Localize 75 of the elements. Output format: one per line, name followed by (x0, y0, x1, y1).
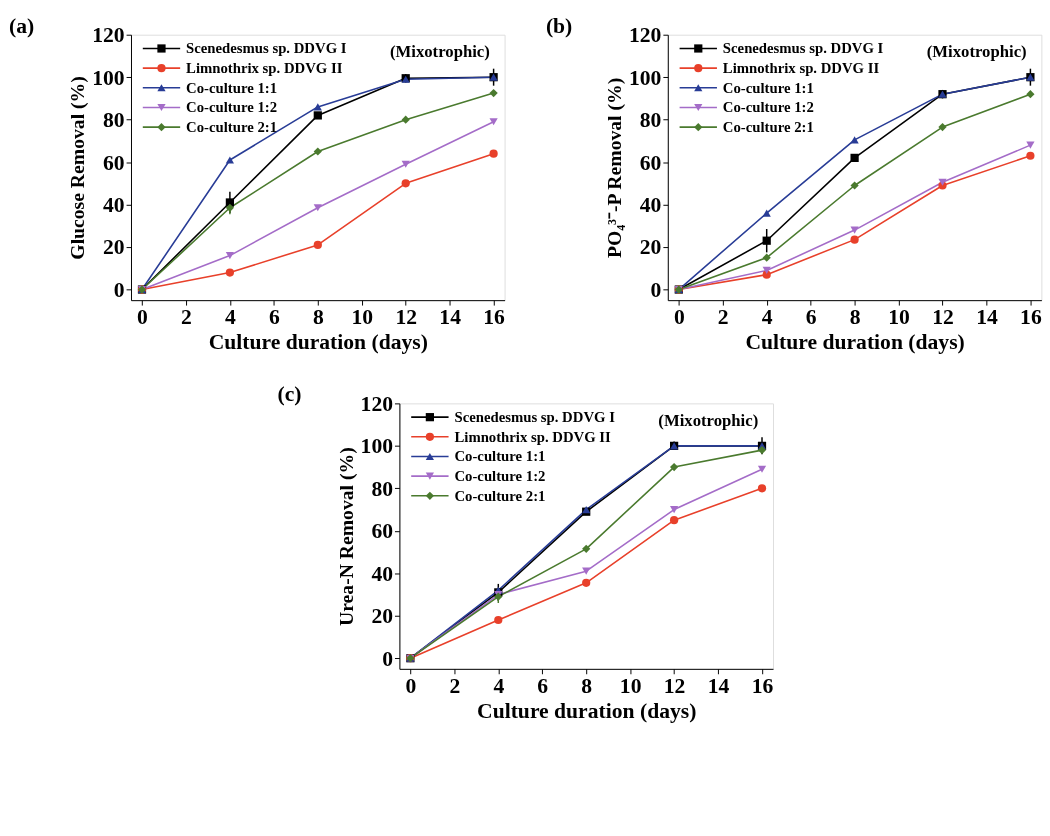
y-tick-label: 60 (639, 150, 662, 175)
legend-label: Co-culture 2:1 (454, 487, 546, 504)
y-tick-label: 60 (371, 519, 394, 544)
x-tick-label: 10 (351, 305, 374, 330)
x-tick-label: 2 (181, 305, 192, 330)
x-tick-label: 4 (761, 305, 773, 330)
y-tick-label: 80 (103, 108, 125, 133)
legend-label: Co-culture 1:2 (722, 99, 814, 116)
y-axis-title: PO₄³⁻-P Removal (%) (603, 77, 627, 259)
legend-label: Limnothrix sp. DDVG II (722, 60, 880, 77)
y-tick-label: 60 (103, 150, 125, 175)
x-axis-title: Culture duration (days) (208, 329, 428, 354)
x-tick-label: 14 (707, 673, 730, 698)
x-tick-label: 0 (673, 305, 685, 330)
y-tick-label: 20 (103, 235, 125, 260)
y-tick-label: 120 (360, 391, 394, 416)
y-tick-label: 40 (371, 561, 394, 586)
legend-label: Co-culture 1:1 (722, 79, 814, 96)
legend-label: Co-culture 1:1 (454, 448, 546, 465)
y-tick-label: 40 (103, 192, 125, 217)
x-tick-label: 14 (976, 305, 998, 330)
y-tick-label: 0 (113, 277, 125, 302)
y-tick-label: 100 (92, 65, 125, 90)
y-tick-label: 120 (628, 23, 662, 48)
x-tick-label: 0 (137, 305, 148, 330)
chart-title: (b) (545, 13, 573, 38)
y-tick-label: 20 (371, 604, 394, 629)
x-tick-label: 16 (751, 673, 774, 698)
annotation: (Mixotrophic) (389, 42, 490, 62)
x-tick-label: 10 (619, 673, 642, 698)
y-axis-title: Urea-N Removal (%) (334, 447, 358, 626)
x-axis-title: Culture duration (days) (745, 329, 965, 354)
y-axis-title: Glucose Removal (%) (66, 76, 90, 260)
x-tick-label: 6 (268, 305, 280, 330)
x-tick-label: 2 (717, 305, 729, 330)
x-tick-label: 4 (224, 305, 236, 330)
legend-label: Scenedesmus sp. DDVG I (722, 40, 884, 57)
x-tick-label: 6 (805, 305, 817, 330)
chart-title: (c) (277, 382, 302, 407)
annotation: (Mixotrophic) (926, 42, 1027, 62)
x-tick-label: 0 (405, 673, 417, 698)
x-tick-label: 6 (537, 673, 549, 698)
y-tick-label: 80 (371, 476, 394, 501)
x-tick-label: 4 (493, 673, 505, 698)
x-tick-label: 10 (888, 305, 910, 330)
legend-label: Limnothrix sp. DDVG II (454, 428, 612, 445)
y-tick-label: 0 (382, 646, 394, 671)
legend-label: Scenedesmus sp. DDVG I (186, 40, 347, 57)
chart-title: (a) (9, 13, 35, 38)
y-tick-label: 40 (639, 192, 662, 217)
x-tick-label: 12 (663, 673, 686, 698)
y-tick-label: 100 (360, 434, 394, 459)
x-tick-label: 14 (439, 305, 462, 330)
annotation: (Mixotrophic) (658, 411, 759, 431)
y-tick-label: 100 (628, 65, 662, 90)
x-axis-title: Culture duration (days) (477, 698, 697, 723)
x-tick-label: 12 (932, 305, 954, 330)
x-tick-label: 8 (581, 673, 593, 698)
legend-label: Scenedesmus sp. DDVG I (454, 409, 616, 426)
x-tick-label: 16 (1020, 305, 1042, 330)
x-tick-label: 2 (449, 673, 461, 698)
y-tick-label: 0 (650, 277, 662, 302)
legend-label: Limnothrix sp. DDVG II (186, 60, 343, 77)
legend-label: Co-culture 2:1 (722, 119, 814, 136)
legend-label: Co-culture 1:2 (454, 468, 546, 485)
x-tick-label: 8 (312, 305, 324, 330)
x-tick-label: 12 (395, 305, 417, 330)
legend-label: Co-culture 2:1 (186, 119, 278, 136)
legend-label: Co-culture 1:2 (186, 99, 278, 116)
x-tick-label: 8 (849, 305, 861, 330)
y-tick-label: 80 (639, 108, 662, 133)
y-tick-label: 20 (639, 235, 662, 260)
legend-label: Co-culture 1:1 (186, 79, 278, 96)
x-tick-label: 16 (483, 305, 506, 330)
y-tick-label: 120 (92, 23, 125, 48)
